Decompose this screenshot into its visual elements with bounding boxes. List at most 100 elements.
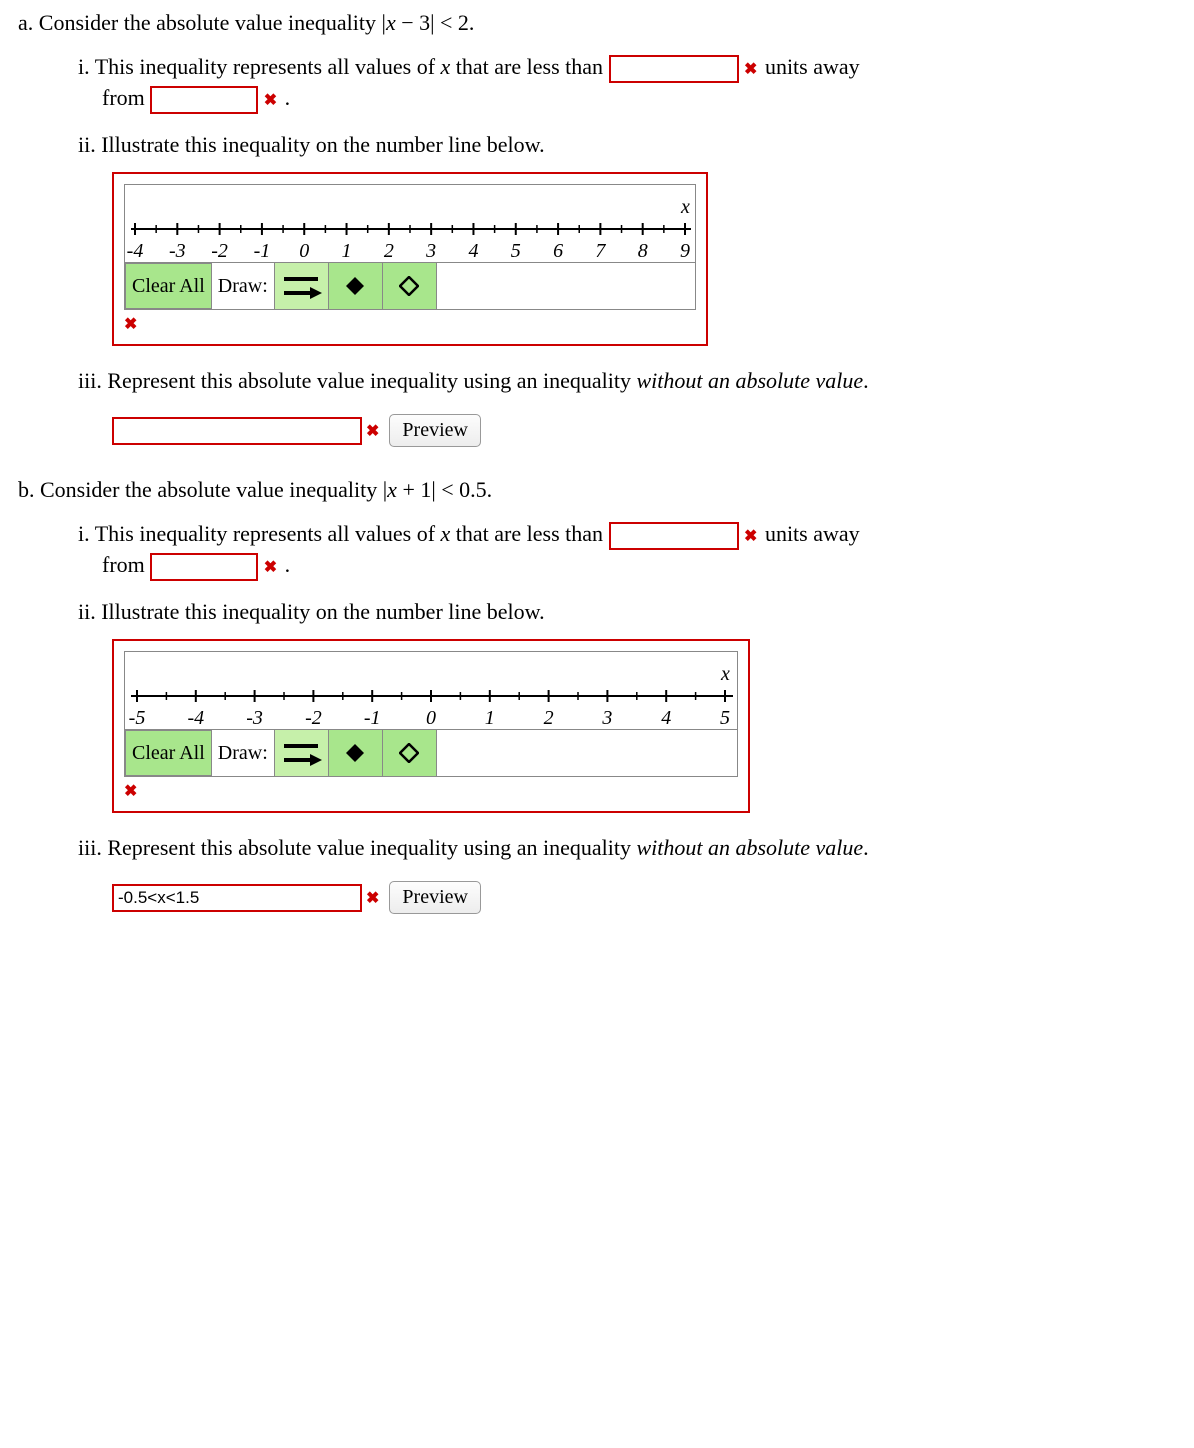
part-b-i-period: . [285,552,291,577]
part-a-iii-text1: Represent this absolute value inequality… [107,368,636,393]
part-a-intro: Consider the absolute value inequality [39,10,382,35]
svg-text:0: 0 [299,240,309,262]
numberline-b-canvas[interactable]: x -5-4-3-2-1012345 [124,651,738,729]
svg-text:2: 2 [384,240,394,262]
part-b-intro: Consider the absolute value inequality [40,477,383,502]
part-a-i-period: . [285,85,291,110]
svg-text:1: 1 [342,240,352,262]
part-b-iii-roman: iii. [78,835,102,860]
part-b-iii-text1: Represent this absolute value inequality… [107,835,636,860]
part-b-i: i. This inequality represents all values… [78,521,1176,581]
numberline-a-toolbar: Clear All Draw: [124,262,696,310]
svg-text:2: 2 [544,707,554,729]
part-b-ineq: |x + 1| < 0.5. [383,477,492,502]
part-a-i-text2: that are less than [450,54,608,79]
tool-open-point[interactable] [383,730,437,776]
part-b-iii: iii. Represent this absolute value inequ… [78,835,1176,914]
part-a-i-from: from [102,85,150,110]
part-b-label: b. [18,477,35,502]
draw-label: Draw: [212,730,275,776]
part-b-i-input2[interactable] [150,553,258,581]
part-a-iii-text2: . [863,368,869,393]
part-a-i-input1[interactable] [609,55,739,83]
part-b-ii-roman: ii. [78,599,96,624]
part-a-iii: iii. Represent this absolute value inequ… [78,368,1176,447]
part-b-iii-emph: without an absolute value [636,835,863,860]
svg-text:0: 0 [426,707,436,729]
numberline-b-svg: x -5-4-3-2-1012345 [125,652,739,730]
tool-filled-point[interactable] [329,263,383,309]
svg-text:4: 4 [661,707,671,729]
svg-text:7: 7 [595,240,606,262]
numberline-a-container: x -4-3-2-10123456789 Clear All Draw: [112,172,708,346]
part-b-i-text3: units away [765,521,860,546]
part-a-ineq: |x − 3| < 2. [382,10,475,35]
tool-ray-arrow[interactable] [275,263,329,309]
part-a-i-roman: i. [78,54,90,79]
part-b-i-from-line: from ✖ . [102,552,1176,581]
incorrect-icon: ✖ [744,528,757,545]
clear-all-button[interactable]: Clear All [125,730,212,776]
incorrect-icon: ✖ [264,92,277,109]
part-a-i-text1: This inequality represents all values of [95,54,441,79]
svg-text:-5: -5 [129,707,146,729]
part-a-i-text3: units away [765,54,860,79]
part-a-ii-text: Illustrate this inequality on the number… [101,132,544,157]
svg-text:6: 6 [553,240,563,262]
part-b-iii-text2: . [863,835,869,860]
numberline-b-container: x -5-4-3-2-1012345 Clear All Draw: [112,639,750,813]
part-b-i-roman: i. [78,521,90,546]
numberline-a-wrapper: x -4-3-2-10123456789 Clear All Draw: [112,158,1176,350]
part-a-label: a. [18,10,33,35]
part-a-iii-roman: iii. [78,368,102,393]
part-a-i: i. This inequality represents all values… [78,54,1176,114]
tool-ray-arrow[interactable] [275,730,329,776]
draw-label: Draw: [212,263,275,309]
part-b-i-from: from [102,552,150,577]
axis-label-x: x [680,196,690,218]
svg-text:-3: -3 [169,240,186,262]
svg-text:3: 3 [601,707,612,729]
svg-text:3: 3 [425,240,436,262]
part-a-i-input2[interactable] [150,86,258,114]
numberline-b-wrapper: x -5-4-3-2-1012345 Clear All Draw: [112,625,1176,817]
part-a-i-var: x [441,54,451,79]
part-a-iii-emph: without an absolute value [636,368,863,393]
tool-open-point[interactable] [383,263,437,309]
clear-all-button[interactable]: Clear All [125,263,212,309]
numberline-a-canvas[interactable]: x -4-3-2-10123456789 [124,184,696,262]
incorrect-icon: ✖ [366,421,379,441]
part-b-i-text2: that are less than [450,521,608,546]
svg-text:5: 5 [511,240,521,262]
incorrect-icon: ✖ [366,888,379,908]
svg-text:9: 9 [680,240,690,262]
part-a-ii-roman: ii. [78,132,96,157]
part-b-iii-input[interactable] [112,884,362,912]
incorrect-icon: ✖ [124,314,696,334]
svg-text:-1: -1 [364,707,381,729]
part-b-ii-text: Illustrate this inequality on the number… [101,599,544,624]
part-b-i-text1: This inequality represents all values of [95,521,441,546]
part-b-i-var: x [441,521,451,546]
svg-text:-4: -4 [127,240,144,262]
svg-text:-1: -1 [254,240,271,262]
tool-filled-point[interactable] [329,730,383,776]
svg-text:-3: -3 [246,707,263,729]
preview-button[interactable]: Preview [389,881,481,914]
part-a-ii: ii. Illustrate this inequality on the nu… [78,132,1176,350]
svg-text:-4: -4 [187,707,204,729]
incorrect-icon: ✖ [744,61,757,78]
incorrect-icon: ✖ [124,781,738,801]
svg-text:4: 4 [468,240,478,262]
part-b: b. Consider the absolute value inequalit… [18,477,1176,914]
part-b-ii: ii. Illustrate this inequality on the nu… [78,599,1176,817]
preview-button[interactable]: Preview [389,414,481,447]
numberline-b-toolbar: Clear All Draw: [124,729,738,777]
incorrect-icon: ✖ [264,559,277,576]
part-a-i-from-line: from ✖ . [102,85,1176,114]
part-b-i-input1[interactable] [609,522,739,550]
numberline-a-svg: x -4-3-2-10123456789 [125,185,697,263]
svg-text:8: 8 [638,240,648,262]
part-a: a. Consider the absolute value inequalit… [18,10,1176,447]
part-a-iii-input[interactable] [112,417,362,445]
